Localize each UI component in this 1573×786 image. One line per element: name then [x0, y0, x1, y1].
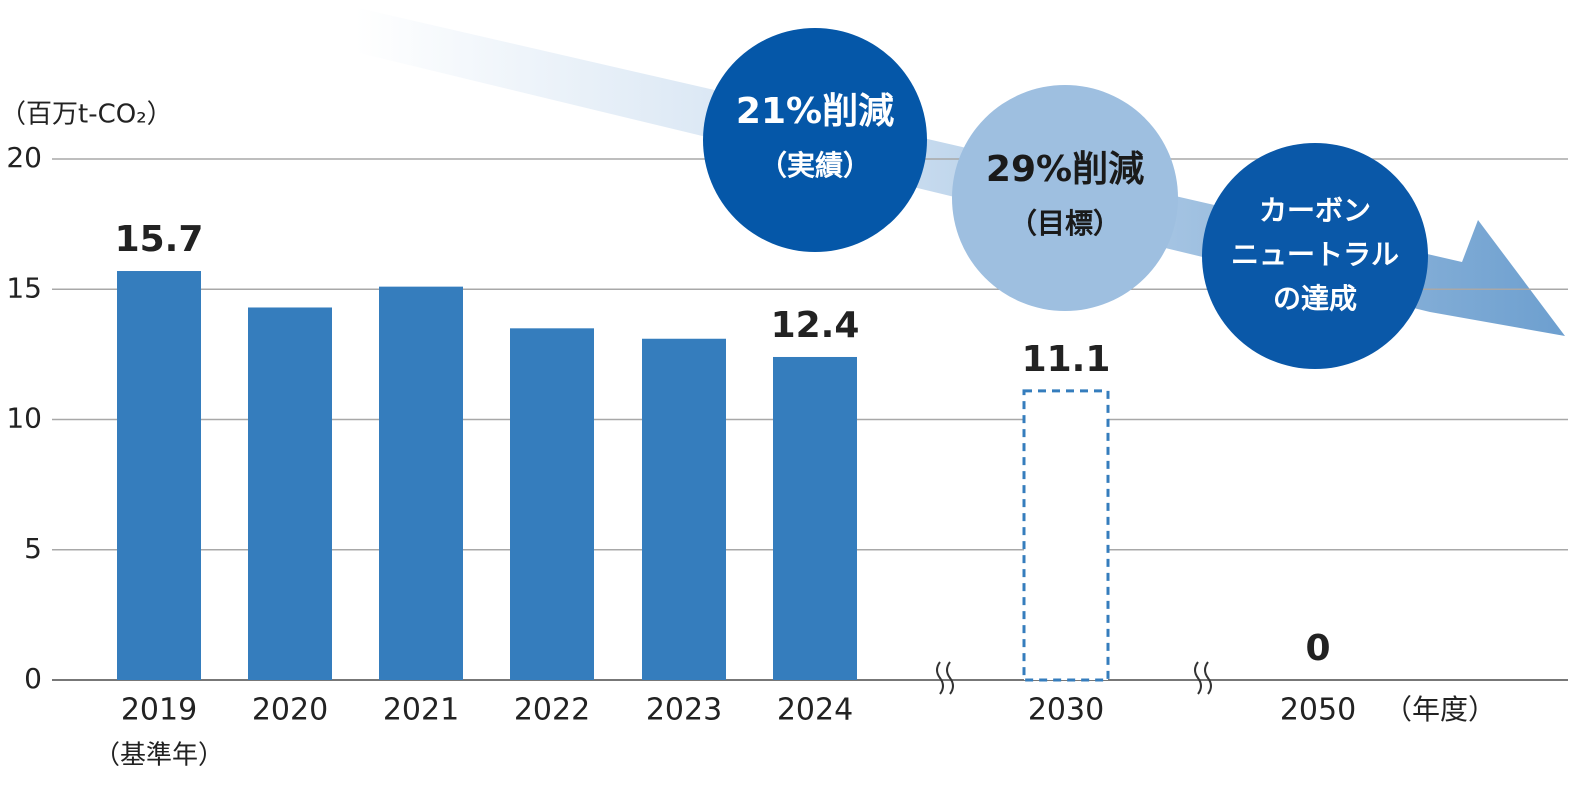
axis-break: [1194, 661, 1212, 695]
x-tick-label: 2019: [121, 693, 197, 728]
x-tick-label: 2020: [252, 693, 328, 728]
x-tick-label: 2021: [383, 693, 459, 728]
value-label: 0: [1305, 628, 1330, 669]
annotation-bubble: [952, 85, 1178, 311]
bar: [510, 328, 594, 680]
annotation-text: ニュートラル: [1231, 238, 1399, 271]
x-tick-label: 2022: [514, 693, 590, 728]
annotation-text: カーボン: [1259, 194, 1371, 227]
x-tick-label: 2030: [1028, 693, 1104, 728]
annotation-text: の達成: [1273, 282, 1357, 315]
y-tick-label: 20: [6, 141, 42, 174]
value-label: 15.7: [115, 219, 204, 260]
value-label: 11.1: [1022, 339, 1111, 380]
x-tick-label: 2024: [777, 693, 853, 728]
bar: [248, 307, 332, 680]
bar: [117, 271, 201, 680]
annotation-text: （実績）: [759, 149, 871, 182]
annotation-text: 21%削減: [736, 91, 894, 132]
y-tick-label: 0: [24, 662, 42, 695]
x-unit: （年度）: [1384, 693, 1496, 726]
y-tick-label: 15: [6, 271, 42, 304]
axis-break: [936, 661, 954, 695]
y-unit: （百万t-CO₂）: [0, 100, 173, 130]
x-tick-label: 2023: [646, 693, 722, 728]
value-label: 12.4: [771, 305, 860, 346]
bar: [1022, 389, 1110, 682]
bar: [773, 356, 857, 680]
y-tick-label: 5: [24, 532, 42, 565]
annotation-text: （目標）: [1009, 207, 1121, 240]
bar: [379, 286, 463, 680]
annotation-text: 29%削減: [986, 149, 1144, 190]
x-tick-label: 2050: [1280, 693, 1356, 728]
annotation-bubble: [703, 28, 927, 252]
bar: [642, 338, 726, 680]
x-tick-note: （基準年）: [94, 741, 224, 771]
annotation-bubble: [1202, 143, 1428, 369]
y-tick-label: 10: [6, 402, 42, 435]
